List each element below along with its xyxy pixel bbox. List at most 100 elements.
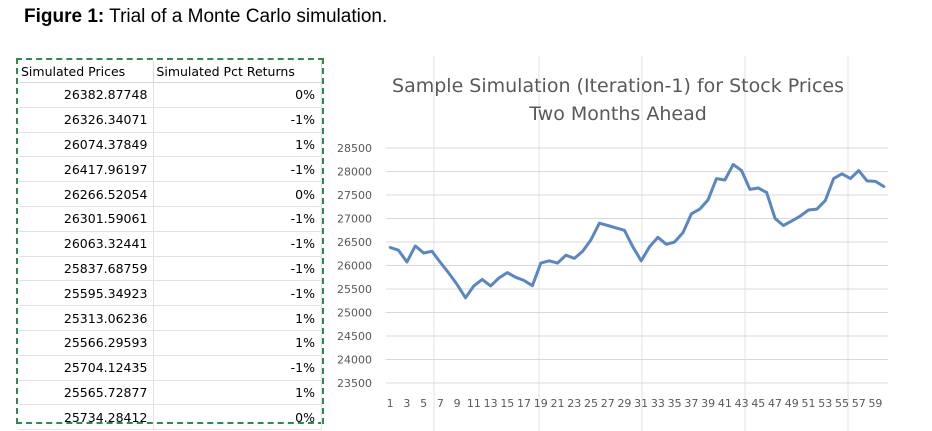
x-tick-label: 35 (668, 397, 682, 410)
chart-gridlines (386, 147, 888, 384)
x-tick-label: 7 (437, 397, 444, 410)
x-tick-label: 51 (802, 397, 816, 410)
x-tick-label: 5 (420, 397, 427, 410)
y-tick-label: 24500 (337, 330, 372, 343)
y-tick-label: 23500 (337, 377, 372, 390)
simulated-return-cell[interactable]: -1% (153, 256, 322, 282)
x-tick-label: 21 (551, 397, 565, 410)
table-row: 25837.68759 -1% (19, 256, 322, 282)
x-tick-label: 27 (601, 397, 615, 410)
table-row: 25595.34923 -1% (19, 280, 322, 307)
simulated-return-cell[interactable]: 0% (153, 181, 322, 207)
table-row: 26301.59061 -1% (19, 206, 322, 232)
y-tick-label: 28000 (337, 166, 372, 179)
x-tick-label: 43 (735, 397, 749, 410)
simulated-price-cell[interactable]: 26074.37849 (19, 132, 155, 158)
simulated-price-cell[interactable]: 25566.29593 (19, 330, 155, 356)
x-tick-label: 17 (517, 397, 531, 410)
simulation-table-selection[interactable]: Simulated Prices Simulated Pct Returns 2… (16, 58, 324, 431)
x-tick-label: 31 (634, 397, 648, 410)
x-tick-label: 57 (852, 397, 866, 410)
x-tick-label: 47 (768, 397, 782, 410)
x-tick-label: 3 (403, 397, 410, 410)
y-tick-label: 25000 (337, 307, 372, 320)
table-row: 26417.96197 -1% (19, 156, 322, 183)
table-row: 25565.72877 1% (19, 380, 322, 406)
x-tick-label: 49 (785, 397, 799, 410)
simulated-return-cell[interactable]: -1% (153, 280, 322, 307)
simulated-price-cell[interactable]: 25313.06236 (19, 305, 155, 331)
y-tick-label: 26000 (337, 260, 372, 273)
x-axis-ticks: 1 3 5 7 9 11 13 15 17 19 21 23 25 27 29 31 33 35 37 39 41 43 4… (387, 397, 883, 410)
y-tick-label: 28500 (337, 142, 372, 155)
simulated-price-cell[interactable]: 26301.59061 (19, 206, 155, 232)
x-tick-label: 39 (701, 397, 715, 410)
simulation-table: Simulated Prices Simulated Pct Returns 2… (19, 61, 322, 431)
table-row: 26326.34071 -1% (19, 107, 322, 133)
x-tick-label: 9 (454, 397, 461, 410)
simulated-return-cell[interactable]: 1% (153, 132, 322, 158)
simulated-price-cell[interactable]: 25704.12435 (19, 355, 155, 381)
simulated-return-cell[interactable]: -1% (153, 206, 322, 232)
table-row: 26063.32441 -1% (19, 231, 322, 257)
simulated-price-cell[interactable]: 26417.96197 (19, 156, 155, 183)
y-axis-ticks: 23500 24000 24500 25000 25500 26000 26500 27000… (337, 142, 372, 390)
simulated-price-cell[interactable]: 25734.28412 (19, 404, 155, 431)
simulated-return-cell[interactable]: -1% (153, 107, 322, 133)
table-body: 26382.87748 0% 26326.34071 -1% 26074.37849 1%… (19, 82, 322, 431)
table-row: 25734.28412 0% (19, 404, 322, 431)
y-tick-label: 25500 (337, 283, 372, 296)
caption-label: Figure 1: (24, 6, 105, 27)
simulated-price-cell[interactable]: 26063.32441 (19, 231, 155, 257)
x-tick-label: 1 (387, 397, 394, 410)
x-tick-label: 55 (835, 397, 849, 410)
table-row: 26382.87748 0% (19, 82, 322, 108)
table-header-row: Simulated Prices Simulated Pct Returns (19, 61, 322, 83)
x-tick-label: 23 (567, 397, 581, 410)
y-tick-label: 27000 (337, 213, 372, 226)
sheet-gridlines (433, 56, 849, 431)
x-tick-label: 25 (584, 397, 598, 410)
x-tick-label: 29 (617, 397, 631, 410)
simulated-price-cell[interactable]: 26326.34071 (19, 107, 155, 133)
chart-title-line-2: Two Months Ahead (528, 103, 707, 125)
y-tick-label: 24000 (337, 354, 372, 367)
simulated-return-cell[interactable]: 0% (153, 82, 322, 108)
chart-title-line-1: Sample Simulation (Iteration-1) for Stoc… (392, 75, 844, 97)
price-series (388, 162, 886, 300)
y-tick-label: 27500 (337, 189, 372, 202)
table-row: 25704.12435 -1% (19, 355, 322, 381)
table-row: 26074.37849 1% (19, 132, 322, 158)
simulated-price-cell[interactable]: 25837.68759 (19, 256, 155, 282)
price-line (388, 162, 886, 300)
caption-text: Trial of a Monte Carlo simulation. (104, 6, 388, 27)
header-simulated-pct-returns[interactable]: Simulated Pct Returns (153, 61, 322, 83)
x-tick-label: 41 (718, 397, 732, 410)
simulated-return-cell[interactable]: 1% (153, 380, 322, 406)
x-tick-label: 37 (684, 397, 698, 410)
x-tick-label: 11 (467, 397, 481, 410)
simulated-return-cell[interactable]: -1% (153, 355, 322, 381)
simulated-price-cell[interactable]: 25595.34923 (19, 280, 155, 307)
x-tick-label: 13 (484, 397, 498, 410)
x-tick-label: 53 (818, 397, 832, 410)
figure-caption: Figure 1: Trial of a Monte Carlo simulat… (24, 6, 387, 28)
simulated-price-cell[interactable]: 26266.52054 (19, 181, 155, 207)
simulated-return-cell[interactable]: 1% (153, 330, 322, 356)
simulated-return-cell[interactable]: -1% (153, 156, 322, 183)
x-tick-label: 45 (751, 397, 765, 410)
x-tick-label: 15 (500, 397, 514, 410)
table-row: 26266.52054 0% (19, 181, 322, 207)
simulated-return-cell[interactable]: 1% (153, 305, 322, 331)
header-simulated-prices[interactable]: Simulated Prices (19, 61, 155, 83)
table-row: 25313.06236 1% (19, 305, 322, 331)
simulated-price-cell[interactable]: 26382.87748 (19, 82, 155, 108)
x-tick-label: 19 (534, 397, 548, 410)
y-tick-label: 26500 (337, 236, 372, 249)
line-chart: Sample Simulation (Iteration-1) for Stoc… (337, 75, 888, 410)
simulated-return-cell[interactable]: -1% (153, 231, 322, 257)
simulated-price-cell[interactable]: 25565.72877 (19, 380, 155, 406)
simulated-return-cell[interactable]: 0% (153, 404, 322, 431)
x-tick-label: 33 (651, 397, 665, 410)
x-tick-label: 59 (868, 397, 882, 410)
